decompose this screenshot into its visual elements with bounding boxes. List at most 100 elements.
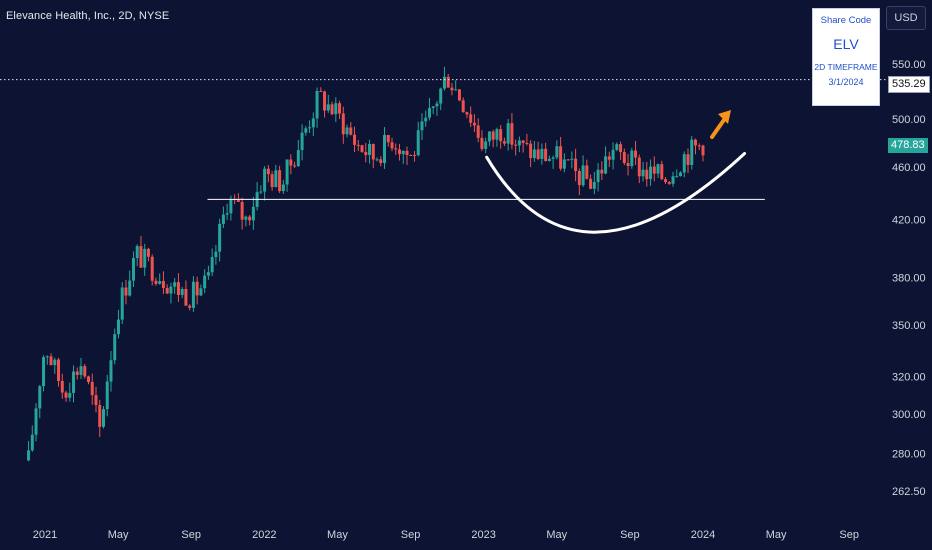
candle-body bbox=[529, 143, 533, 159]
candle-body bbox=[53, 359, 57, 366]
candle-body bbox=[386, 134, 390, 143]
candle-body bbox=[622, 152, 626, 163]
candle-body bbox=[124, 287, 128, 296]
candle-body bbox=[682, 154, 686, 173]
candle-body bbox=[176, 282, 180, 295]
price-axis[interactable]: 262.50 280.00 300.00 320.00 350.00 380.00 420.… bbox=[892, 59, 926, 498]
candle-body bbox=[203, 275, 207, 289]
x-tick-label: 2024 bbox=[691, 529, 715, 541]
candle-body bbox=[334, 103, 338, 115]
candle-body bbox=[596, 169, 600, 183]
currency-button[interactable]: USD bbox=[886, 6, 926, 30]
candle-body bbox=[615, 144, 619, 150]
candle-body bbox=[191, 281, 195, 308]
x-tick-label: May bbox=[766, 529, 787, 541]
candle-body bbox=[64, 392, 68, 398]
candle-body bbox=[409, 155, 413, 157]
candle-body bbox=[105, 381, 109, 410]
candle-body bbox=[371, 143, 375, 160]
symbol-title[interactable]: Elevance Health, Inc., 2D, NYSE bbox=[6, 10, 170, 22]
candle-body bbox=[195, 281, 199, 296]
candle-body bbox=[109, 360, 113, 382]
candle-body bbox=[34, 408, 38, 435]
candle-body bbox=[626, 162, 630, 167]
candle-body bbox=[562, 159, 566, 169]
candle-body bbox=[397, 149, 401, 155]
x-tick-label: 2023 bbox=[471, 529, 495, 541]
candle-body bbox=[218, 223, 222, 252]
candle-body bbox=[206, 272, 210, 276]
candle-body bbox=[442, 76, 446, 89]
candle-body bbox=[555, 146, 559, 158]
candle-body bbox=[611, 149, 615, 160]
candle-body bbox=[454, 89, 458, 91]
candle-body bbox=[72, 371, 76, 393]
candle-body bbox=[210, 257, 214, 273]
candle-body bbox=[375, 159, 379, 161]
candle-body bbox=[184, 289, 188, 306]
candle-body bbox=[42, 357, 46, 387]
candle-body bbox=[577, 171, 581, 186]
candle-body bbox=[79, 366, 83, 375]
x-tick-label: Sep bbox=[401, 529, 421, 541]
candle-body bbox=[285, 159, 289, 185]
candle-body bbox=[604, 156, 608, 174]
time-axis[interactable]: 2021 May Sep 2022 May Sep 2023 May Sep 2024 May Sep bbox=[33, 529, 859, 541]
candle-body bbox=[30, 434, 34, 451]
y-tick-label: 420.00 bbox=[892, 215, 926, 227]
candle-body bbox=[619, 144, 623, 153]
candle-body bbox=[120, 287, 124, 320]
candle-body bbox=[431, 106, 435, 109]
candle-body bbox=[326, 104, 330, 111]
candle-body bbox=[656, 164, 660, 174]
y-tick-label: 262.50 bbox=[892, 486, 926, 498]
candle-body bbox=[57, 359, 61, 381]
candle-body bbox=[139, 246, 143, 268]
candle-body bbox=[240, 201, 244, 220]
candle-body bbox=[90, 382, 94, 396]
drawing-annotations bbox=[0, 79, 886, 234]
candle-body bbox=[128, 280, 132, 296]
candle-body bbox=[154, 280, 158, 284]
candle-body bbox=[435, 103, 439, 107]
candle-body bbox=[364, 151, 368, 156]
candle-body bbox=[116, 319, 120, 335]
candle-body bbox=[323, 91, 327, 111]
bullish-arrow-shaft bbox=[710, 115, 728, 139]
candle-body bbox=[457, 89, 461, 101]
x-tick-label: May bbox=[546, 529, 567, 541]
candle-body bbox=[664, 179, 668, 183]
date-label: 3/1/2024 bbox=[828, 77, 864, 87]
candle-body bbox=[517, 140, 521, 146]
candle-body bbox=[274, 170, 278, 187]
y-tick-label: 300.00 bbox=[892, 409, 926, 421]
candle-body bbox=[487, 131, 491, 142]
candle-body bbox=[514, 144, 518, 146]
candle-body bbox=[570, 158, 574, 160]
share-code-label: Share Code bbox=[820, 15, 872, 26]
candle-body bbox=[383, 134, 387, 164]
candle-body bbox=[690, 139, 694, 165]
candle-body bbox=[338, 103, 342, 114]
candle-body bbox=[45, 356, 49, 358]
candle-body bbox=[368, 143, 372, 156]
candle-body bbox=[424, 117, 428, 122]
candle-body bbox=[589, 178, 593, 189]
candle-body bbox=[401, 150, 405, 155]
candle-body bbox=[349, 127, 353, 135]
candle-body bbox=[146, 248, 150, 257]
candle-body bbox=[506, 123, 510, 144]
x-tick-label: Sep bbox=[620, 529, 640, 541]
candle-body bbox=[547, 158, 551, 162]
candle-body bbox=[495, 129, 499, 140]
candle-body bbox=[469, 114, 473, 123]
share-code-callout: Share Code ELV 2D TIMEFRAME 3/1/2024 bbox=[812, 8, 880, 106]
candle-body bbox=[330, 104, 334, 115]
candle-body bbox=[701, 145, 705, 156]
candle-body bbox=[356, 144, 360, 146]
candle-body bbox=[499, 129, 503, 142]
candle-body bbox=[188, 305, 192, 308]
y-tick-label: 350.00 bbox=[892, 320, 926, 332]
candle-body bbox=[165, 287, 169, 294]
